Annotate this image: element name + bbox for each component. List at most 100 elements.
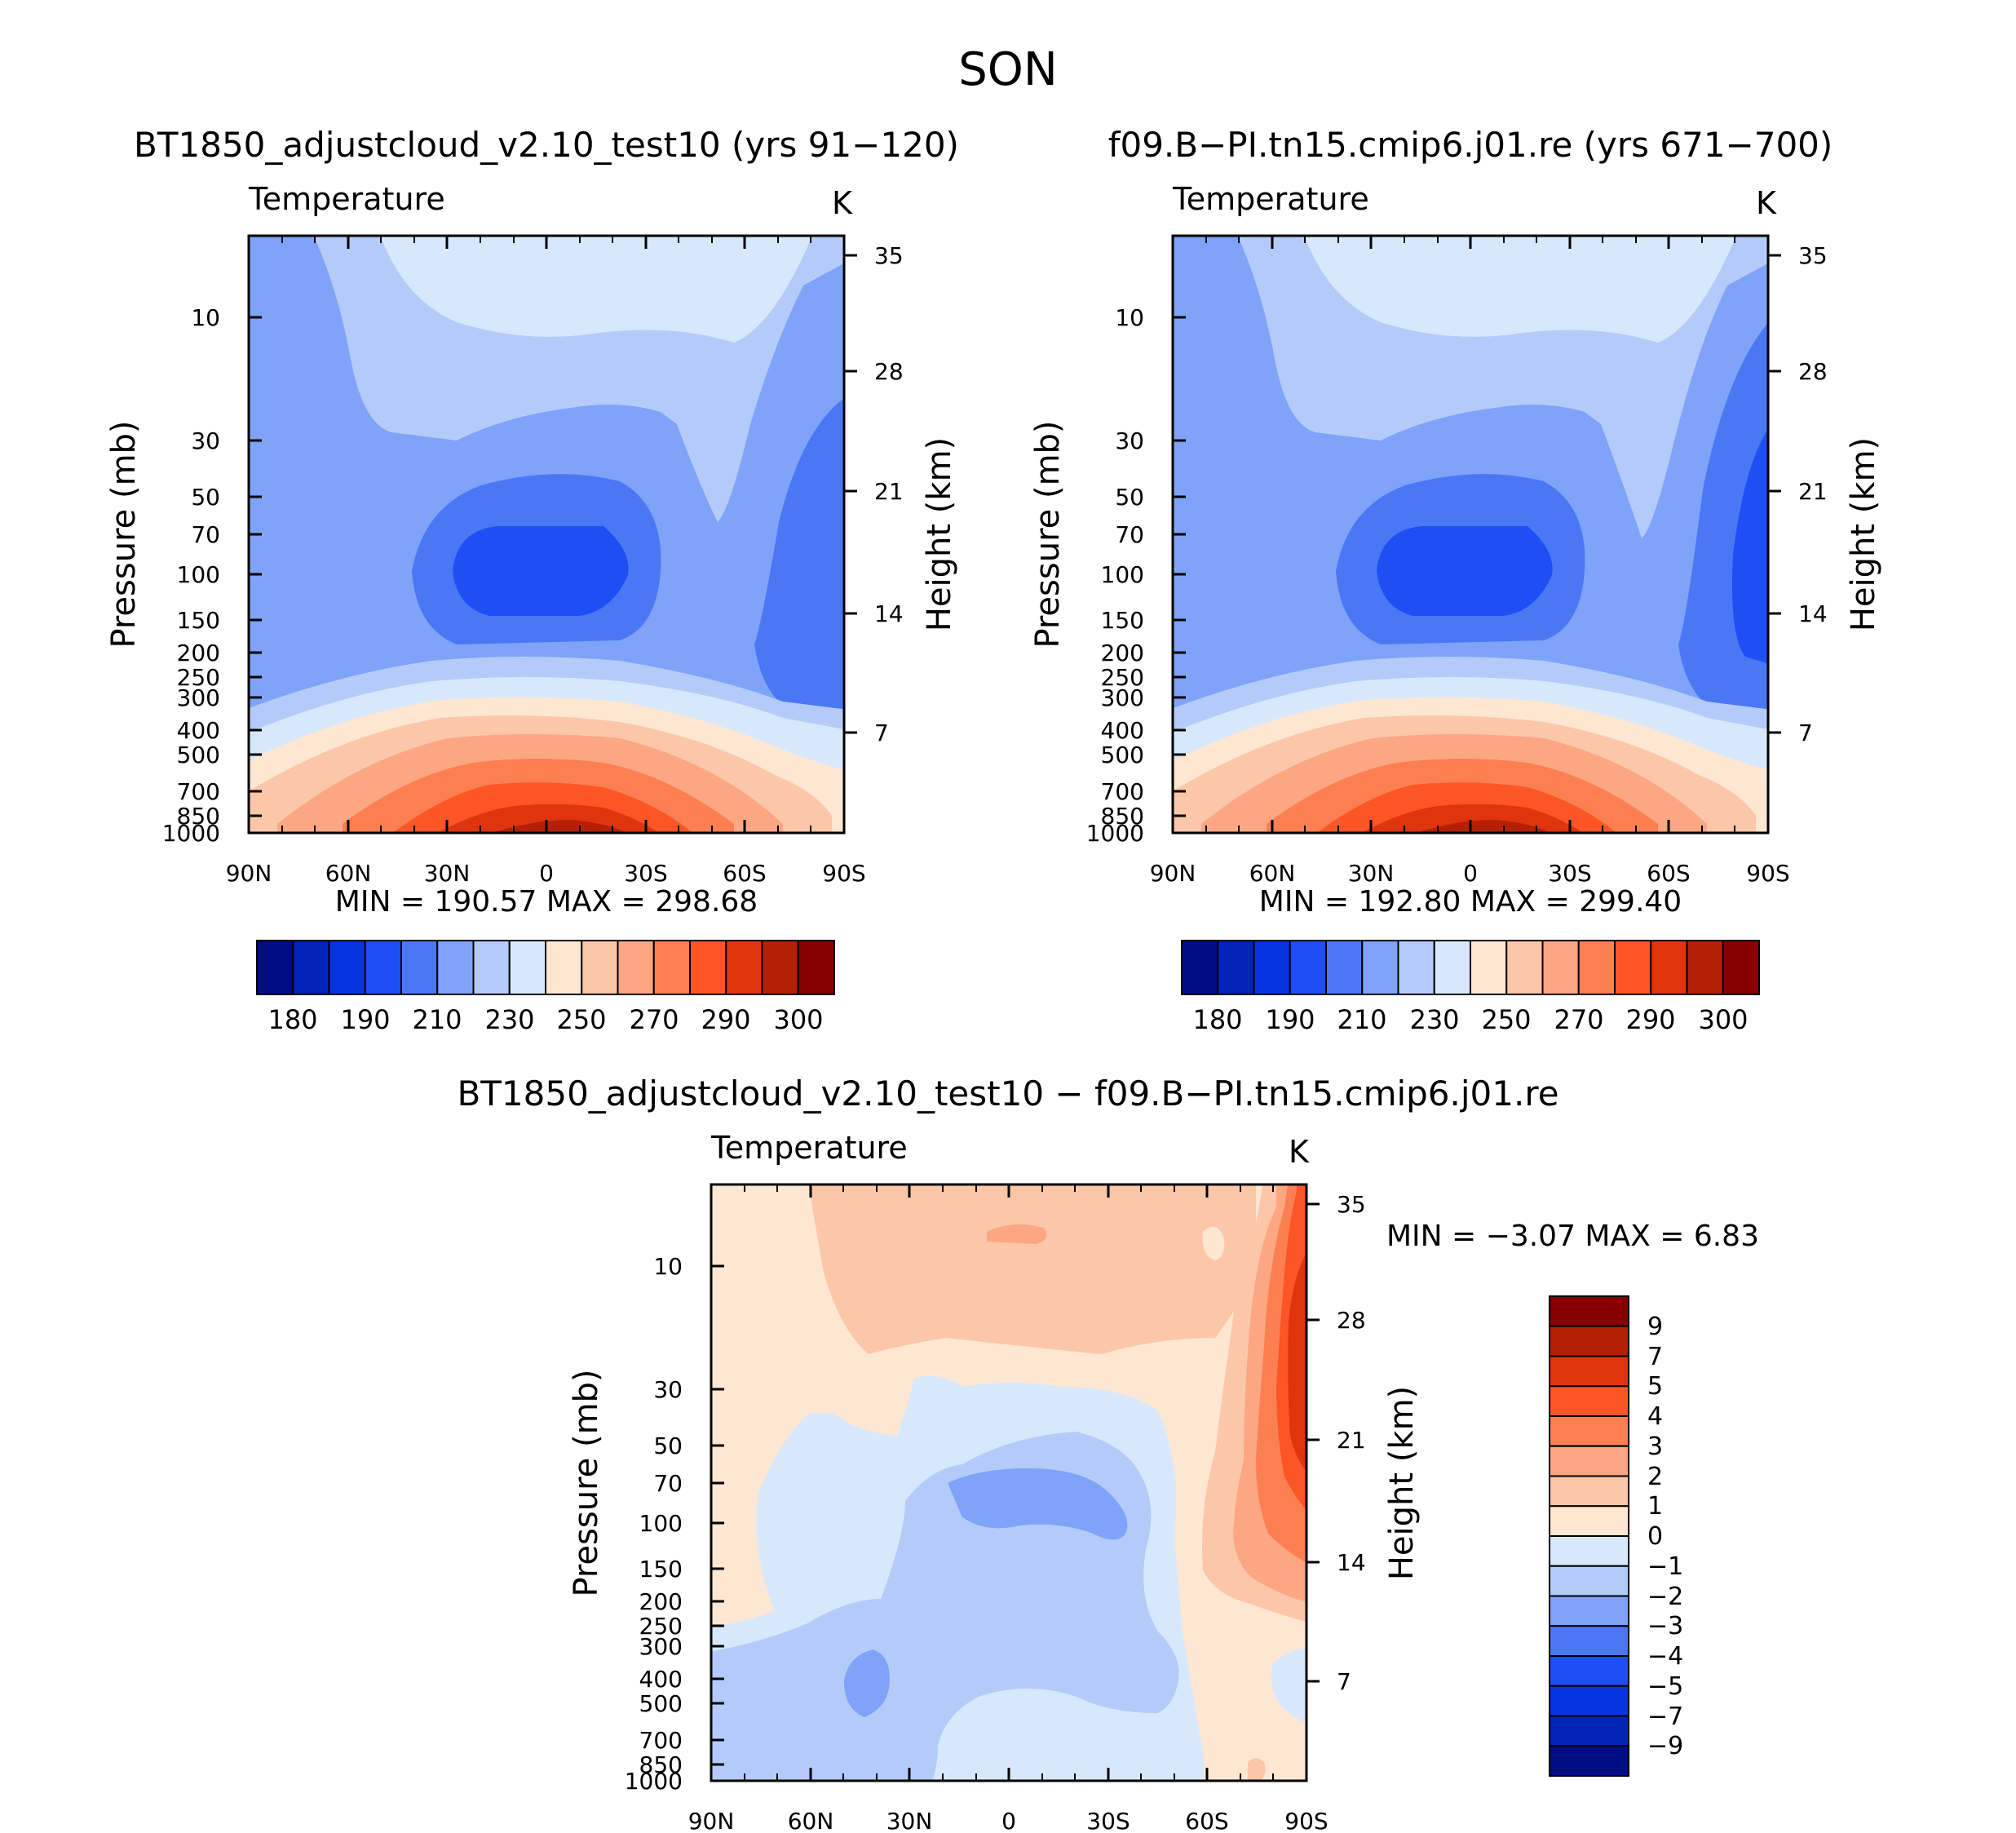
height-axis: 35 28 21 14 7 Height (km) bbox=[1306, 1191, 1421, 1695]
contour-neg-3-upper bbox=[948, 1468, 1128, 1540]
colorbar-swatch bbox=[1505, 940, 1544, 995]
y-tick-label: 250 bbox=[177, 664, 220, 691]
y-tick-marks bbox=[249, 316, 262, 835]
colorbar-label: 210 bbox=[412, 1004, 462, 1035]
y-tick-label: 700 bbox=[177, 778, 220, 805]
colorbar-label: 290 bbox=[701, 1004, 750, 1035]
colorbar-swatch bbox=[1325, 940, 1364, 995]
x-tick-label: 90S bbox=[1746, 860, 1789, 887]
min-max-label: MIN = 192.80 MAX = 299.40 bbox=[1259, 885, 1682, 919]
y-tick-label: 850 bbox=[639, 1751, 683, 1778]
contour-surface-blue bbox=[1271, 1648, 1306, 1724]
colorbar-label: 290 bbox=[1625, 1004, 1675, 1035]
contour-upper-strat-lightblue bbox=[1304, 236, 1737, 343]
colorbar-label: 270 bbox=[629, 1004, 679, 1035]
colorbar-swatch bbox=[400, 940, 439, 995]
colorbar-swatch bbox=[508, 940, 546, 995]
y-tick-label: 200 bbox=[177, 640, 220, 666]
colorbar-swatch bbox=[1549, 1475, 1629, 1508]
y-tick-label: 150 bbox=[1101, 607, 1144, 634]
colorbar-label: 230 bbox=[1409, 1004, 1459, 1035]
y-tick-label: 150 bbox=[639, 1556, 683, 1583]
y-tick-marks bbox=[711, 1264, 724, 1782]
diff-title: BT1850_adjustcloud_v2.10_test10 − f09.B−… bbox=[457, 1074, 1558, 1114]
x-tick-label: 0 bbox=[1463, 860, 1478, 887]
colorbar: 9 7 5 4 3 2 1 0 −1 −2 −3 −4 −5 −7 −9 bbox=[1549, 1295, 1683, 1777]
contour-warm-7 bbox=[1417, 820, 1550, 833]
colorbar-swatch bbox=[1253, 940, 1291, 995]
contour-polar-s-core bbox=[1732, 429, 1768, 664]
colorbar-swatch bbox=[256, 940, 294, 995]
y-tick-label: 30 bbox=[191, 427, 220, 454]
colorbar-label: 2 bbox=[1647, 1463, 1663, 1491]
y-tick-label: 100 bbox=[177, 561, 220, 588]
contour-cold-core bbox=[1377, 526, 1553, 616]
colorbar-swatch bbox=[1549, 1715, 1629, 1747]
x-tick-label: 30S bbox=[624, 860, 667, 887]
x-tick-label: 60S bbox=[1185, 1808, 1228, 1833]
x-tick-label: 60N bbox=[788, 1808, 834, 1833]
colorbar-label: 300 bbox=[1698, 1004, 1748, 1035]
colorbar-swatches bbox=[1181, 940, 1760, 995]
height-axis: 35 28 21 14 7 Height (km) bbox=[844, 242, 958, 746]
x-tick-marks bbox=[710, 1184, 1308, 1781]
colorbar-swatch bbox=[1217, 940, 1255, 995]
panel-control: f09.B−PI.tn15.cmip6.j01.re (yrs 671−700)… bbox=[1029, 125, 1882, 1035]
panel-title: f09.B−PI.tn15.cmip6.j01.re (yrs 671−700) bbox=[1108, 125, 1833, 165]
colorbar-label: −1 bbox=[1647, 1552, 1683, 1581]
colorbar-swatch bbox=[364, 940, 402, 995]
contour-field bbox=[711, 1184, 1306, 1781]
colorbar-swatch bbox=[652, 940, 691, 995]
colorbar-swatch bbox=[1433, 940, 1471, 995]
colorbar-swatch bbox=[1549, 1535, 1629, 1567]
contour-polar-5 bbox=[1288, 1251, 1306, 1472]
contour-warm-7 bbox=[493, 820, 626, 833]
colorbar-swatch bbox=[1549, 1325, 1629, 1357]
y-tick-label: 100 bbox=[639, 1510, 683, 1537]
min-max-label: MIN = −3.07 MAX = 6.83 bbox=[1386, 1220, 1759, 1253]
height-tick-label: 21 bbox=[1798, 478, 1828, 505]
height-tick-label: 7 bbox=[1337, 1668, 1351, 1695]
season-title: SON bbox=[958, 43, 1058, 96]
y-tick-label: 400 bbox=[1101, 717, 1144, 744]
colorbar-label: 4 bbox=[1647, 1402, 1663, 1431]
panel-title: BT1850_adjustcloud_v2.10_test10 (yrs 91−… bbox=[134, 125, 959, 165]
colorbar-swatch bbox=[1361, 940, 1399, 995]
colorbar-swatch bbox=[1181, 940, 1219, 995]
height-tick-marks bbox=[844, 254, 857, 734]
y-tick-label: 400 bbox=[639, 1666, 683, 1693]
field-label: Temperature bbox=[1172, 181, 1369, 217]
height-axis: 35 28 21 14 7 Height (km) bbox=[1768, 242, 1882, 746]
colorbar-swatch bbox=[1722, 940, 1760, 995]
y-tick-label: 850 bbox=[177, 803, 220, 830]
y-tick-label: 70 bbox=[191, 521, 220, 548]
colorbar-label: 250 bbox=[556, 1004, 606, 1035]
height-tick-marks bbox=[1306, 1202, 1320, 1683]
height-tick-label: 35 bbox=[874, 242, 904, 269]
colorbar-label: −3 bbox=[1647, 1612, 1683, 1640]
colorbar-label: 180 bbox=[1192, 1004, 1242, 1035]
y-axis: 10 30 50 70 100 150 200 250 300 400 500 … bbox=[1029, 304, 1186, 847]
y-tick-label: 30 bbox=[653, 1376, 683, 1403]
units-label: K bbox=[1756, 185, 1777, 221]
y-tick-label: 30 bbox=[1115, 427, 1144, 454]
colorbar-label: −9 bbox=[1647, 1732, 1683, 1760]
x-tick-label: 30S bbox=[1548, 860, 1591, 887]
colorbar-swatch bbox=[328, 940, 366, 995]
x-tick-label: 60N bbox=[1249, 860, 1296, 887]
colorbar-label: 270 bbox=[1554, 1004, 1603, 1035]
y-axis-title: Pressure (mb) bbox=[1029, 420, 1067, 648]
y-tick-marks bbox=[1173, 316, 1186, 835]
x-tick-label: 90S bbox=[1284, 1808, 1328, 1833]
y-tick-label: 850 bbox=[1101, 803, 1144, 830]
colorbar-swatch bbox=[1549, 1355, 1629, 1388]
height-tick-label: 7 bbox=[874, 719, 889, 746]
y-tick-label: 10 bbox=[191, 304, 220, 331]
y-tick-label: 700 bbox=[639, 1727, 683, 1754]
colorbar-swatch bbox=[545, 940, 583, 995]
colorbar-swatch bbox=[725, 940, 763, 995]
colorbar-swatch bbox=[1614, 940, 1652, 995]
x-tick-label: 90S bbox=[822, 860, 865, 887]
colorbar-swatch bbox=[472, 940, 511, 995]
